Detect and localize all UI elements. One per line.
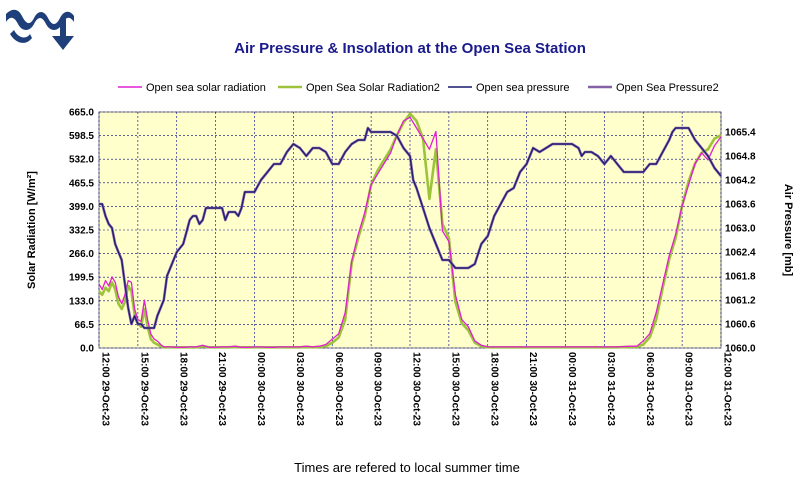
x-tick-label: 15:00 29-Oct-23 xyxy=(138,352,149,426)
x-tick-label: 21:00 30-Oct-23 xyxy=(527,352,538,426)
x-tick-label: 03:00 30-Oct-23 xyxy=(294,352,305,426)
x-tick-label: 06:00 31-Oct-23 xyxy=(644,352,655,426)
x-tick-label: 12:00 30-Oct-23 xyxy=(411,352,422,426)
y-tick-label: 0.0 xyxy=(80,344,94,355)
x-tick-label: 18:00 29-Oct-23 xyxy=(177,352,188,426)
y-tick-label: 465.5 xyxy=(69,178,94,189)
y-tick-label: 133.0 xyxy=(69,296,94,307)
y-tick-label: 266.0 xyxy=(69,249,94,260)
x-tick-label: 00:00 30-Oct-23 xyxy=(255,352,266,426)
x-tick-label: 12:00 31-Oct-23 xyxy=(722,352,733,426)
y2-tick-label: 1063.6 xyxy=(725,200,756,211)
y-tick-label: 399.0 xyxy=(69,202,94,213)
y2-axis-title: Air Pressure [mb] xyxy=(782,184,794,277)
x-tick-label: 03:00 31-Oct-23 xyxy=(605,352,616,426)
grid xyxy=(98,111,722,349)
y-axis-title: Solar Radiation [W/m²] xyxy=(26,171,38,289)
y-tick-label: 199.5 xyxy=(69,273,94,284)
wave-anchor-logo-icon xyxy=(6,9,74,50)
chart-title: Air Pressure & Insolation at the Open Se… xyxy=(234,40,586,57)
legend-label: Open Sea Solar Radiation2 xyxy=(306,82,440,94)
y-tick-label: 66.5 xyxy=(75,320,95,331)
y-tick-label: 665.0 xyxy=(69,108,94,119)
y2-tick-label: 1063.0 xyxy=(725,224,756,235)
y2-tick-label: 1065.4 xyxy=(725,128,756,139)
y-tick-label: 332.5 xyxy=(69,226,94,237)
y2-axis-ticks: 1060.0 1060.6 1061.2 1061.8 1062.4 1063.0 1063… xyxy=(725,128,756,355)
y2-tick-label: 1060.0 xyxy=(725,344,756,355)
x-tick-label: 09:00 30-Oct-23 xyxy=(372,352,383,426)
y2-tick-label: 1060.6 xyxy=(725,320,756,331)
y2-tick-label: 1064.2 xyxy=(725,176,756,187)
x-tick-label: 21:00 29-Oct-23 xyxy=(216,352,227,426)
x-tick-label: 15:00 30-Oct-23 xyxy=(449,352,460,426)
x-tick-label: 12:00 29-Oct-23 xyxy=(100,352,111,426)
x-axis-title: Times are refered to local summer time xyxy=(294,460,520,475)
legend: Open sea solar radiation Open Sea Solar R… xyxy=(118,82,719,94)
x-tick-label: 09:00 31-Oct-23 xyxy=(683,352,694,426)
y2-tick-label: 1061.2 xyxy=(725,296,756,307)
y-tick-label: 598.5 xyxy=(69,131,94,142)
y-tick-label: 532.0 xyxy=(69,155,94,166)
legend-label: Open sea pressure xyxy=(476,82,570,94)
legend-label: Open sea solar radiation xyxy=(146,82,266,94)
x-tick-label: 00:00 31-Oct-23 xyxy=(566,352,577,426)
series-line-3 xyxy=(99,127,722,329)
y2-tick-label: 1061.8 xyxy=(725,272,756,283)
y2-tick-label: 1062.4 xyxy=(725,248,756,259)
series-layer xyxy=(98,112,723,349)
legend-label: Open Sea Pressure2 xyxy=(616,82,719,94)
series-line-1 xyxy=(98,116,722,348)
x-tick-label: 06:00 30-Oct-23 xyxy=(333,352,344,426)
y2-tick-label: 1064.8 xyxy=(725,152,756,163)
x-axis-ticks: 12:00 29-Oct-23 15:00 29-Oct-23 18:00 29-O… xyxy=(100,352,733,426)
x-tick-label: 18:00 30-Oct-23 xyxy=(488,352,499,426)
y-axis-ticks: 0.0 66.5 133.0 199.5 266.0 332.5 399.0 465.5 532… xyxy=(69,108,94,355)
